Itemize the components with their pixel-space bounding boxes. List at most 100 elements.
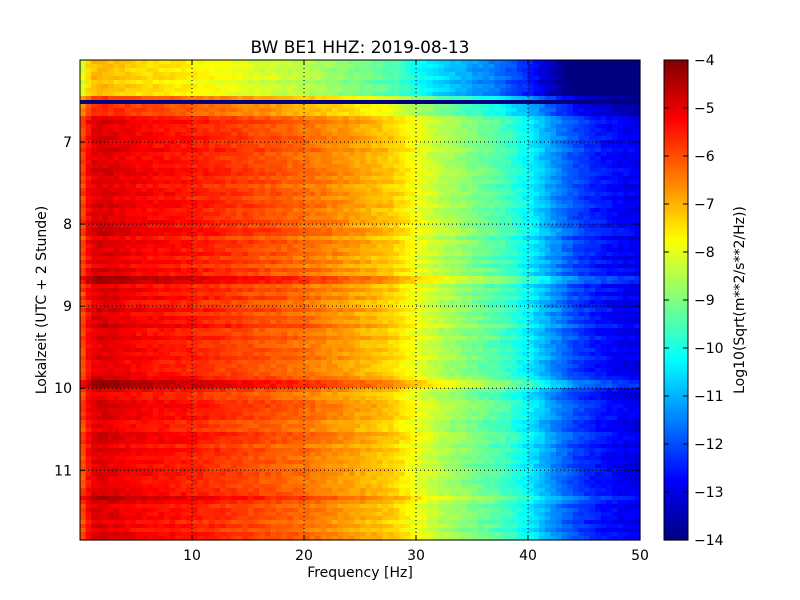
- heatmap-cell: [360, 80, 367, 85]
- heatmap-cell: [236, 256, 243, 261]
- heatmap-cell: [371, 156, 378, 161]
- heatmap-cell: [281, 240, 288, 245]
- heatmap-cell: [455, 72, 462, 77]
- heatmap-cell: [511, 152, 518, 157]
- heatmap-cell: [634, 180, 641, 185]
- heatmap-cell: [505, 248, 512, 253]
- heatmap-cell: [192, 156, 199, 161]
- heatmap-cell: [550, 152, 557, 157]
- heatmap-cell: [225, 240, 232, 245]
- heatmap-cell: [500, 96, 507, 101]
- heatmap-cell: [460, 76, 467, 81]
- heatmap-cell: [500, 172, 507, 177]
- heatmap-cell: [567, 80, 574, 85]
- heatmap-cell: [533, 116, 540, 121]
- heatmap-cell: [421, 240, 428, 245]
- heatmap-cell: [320, 248, 327, 253]
- heatmap-cell: [522, 128, 529, 133]
- heatmap-cell: [147, 172, 154, 177]
- heatmap-cell: [264, 72, 271, 77]
- heatmap-cell: [567, 124, 574, 129]
- heatmap-cell: [382, 68, 389, 73]
- heatmap-cell: [175, 80, 182, 85]
- heatmap-cell: [197, 224, 204, 229]
- heatmap-cell: [332, 140, 339, 145]
- heatmap-cell: [292, 108, 299, 113]
- heatmap-cell: [91, 96, 98, 101]
- heatmap-cell: [572, 252, 579, 257]
- heatmap-cell: [304, 108, 311, 113]
- heatmap-cell: [119, 96, 126, 101]
- heatmap-cell: [119, 144, 126, 149]
- heatmap-cell: [516, 112, 523, 117]
- heatmap-cell: [304, 60, 311, 65]
- heatmap-cell: [578, 248, 585, 253]
- heatmap-cell: [421, 108, 428, 113]
- heatmap-cell: [231, 116, 238, 121]
- heatmap-cell: [528, 104, 535, 109]
- heatmap-cell: [337, 232, 344, 237]
- heatmap-cell: [410, 76, 417, 81]
- heatmap-cell: [164, 84, 171, 89]
- heatmap-cell: [326, 160, 333, 165]
- heatmap-cell: [612, 180, 619, 185]
- heatmap-cell: [410, 160, 417, 165]
- heatmap-cell: [337, 112, 344, 117]
- heatmap-cell: [578, 188, 585, 193]
- heatmap-cell: [528, 212, 535, 217]
- heatmap-cell: [382, 172, 389, 177]
- heatmap-cell: [449, 216, 456, 221]
- heatmap-cell: [152, 68, 159, 73]
- heatmap-cell: [544, 240, 551, 245]
- heatmap-cell: [214, 208, 221, 213]
- heatmap-cell: [253, 164, 260, 169]
- heatmap-cell: [365, 208, 372, 213]
- heatmap-cell: [432, 208, 439, 213]
- heatmap-cell: [231, 196, 238, 201]
- heatmap-cell: [242, 68, 249, 73]
- heatmap-cell: [393, 60, 400, 65]
- heatmap-cell: [225, 228, 232, 233]
- heatmap-cell: [567, 100, 574, 105]
- heatmap-cell: [152, 108, 159, 113]
- heatmap-cell: [511, 204, 518, 209]
- heatmap-cell: [612, 168, 619, 173]
- heatmap-cell: [348, 96, 355, 101]
- heatmap-cell: [376, 228, 383, 233]
- heatmap-cell: [264, 244, 271, 249]
- heatmap-cell: [382, 60, 389, 65]
- heatmap-cell: [315, 244, 322, 249]
- heatmap-cell: [180, 64, 187, 69]
- heatmap-cell: [584, 144, 591, 149]
- heatmap-cell: [236, 188, 243, 193]
- heatmap-cell: [561, 80, 568, 85]
- heatmap-cell: [365, 108, 372, 113]
- heatmap-cell: [449, 64, 456, 69]
- heatmap-cell: [416, 128, 423, 133]
- heatmap-cell: [522, 144, 529, 149]
- heatmap-cell: [617, 164, 624, 169]
- heatmap-cell: [494, 108, 501, 113]
- heatmap-cell: [225, 84, 232, 89]
- heatmap-cell: [270, 152, 277, 157]
- heatmap-cell: [606, 224, 613, 229]
- heatmap-cell: [281, 212, 288, 217]
- heatmap-cell: [136, 188, 143, 193]
- heatmap-cell: [371, 216, 378, 221]
- heatmap-cell: [332, 84, 339, 89]
- heatmap-cell: [164, 256, 171, 261]
- heatmap-cell: [197, 228, 204, 233]
- heatmap-cell: [584, 108, 591, 113]
- heatmap-cell: [124, 84, 131, 89]
- heatmap-cell: [152, 252, 159, 257]
- heatmap-cell: [421, 228, 428, 233]
- heatmap-cell: [124, 244, 131, 249]
- heatmap-cell: [595, 228, 602, 233]
- heatmap-cell: [550, 248, 557, 253]
- heatmap-cell: [208, 236, 215, 241]
- heatmap-cell: [225, 148, 232, 153]
- heatmap-cell: [365, 256, 372, 261]
- heatmap-cell: [113, 124, 120, 129]
- heatmap-cell: [180, 104, 187, 109]
- heatmap-cell: [203, 88, 210, 93]
